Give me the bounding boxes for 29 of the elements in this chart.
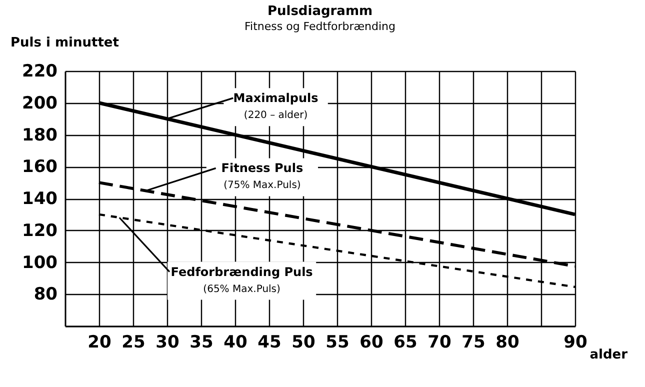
chart-subtitle: Fitness og Fedtforbrænding xyxy=(244,20,396,33)
x-tick-label: 45 xyxy=(258,332,282,352)
x-tick-label: 40 xyxy=(224,332,248,352)
y-tick-label: 160 xyxy=(22,157,58,178)
x-axis-title: alder xyxy=(590,348,628,362)
x-tick-label: 35 xyxy=(190,332,214,352)
y-tick-label: 80 xyxy=(34,284,58,305)
x-tick-label: 65 xyxy=(394,332,418,352)
x-tick-label: 80 xyxy=(496,332,520,352)
x-tick-label: 25 xyxy=(122,332,146,352)
annotation: Maximalpuls (220 – alder) xyxy=(233,91,318,122)
y-tick-label: 140 xyxy=(22,189,58,209)
y-tick-label: 100 xyxy=(22,252,58,273)
x-tick-label: 50 xyxy=(292,332,316,352)
y-tick-label: 120 xyxy=(22,220,58,241)
y-axis-title: Puls i minuttet xyxy=(10,36,119,50)
x-tick-label: 90 xyxy=(564,332,588,352)
x-tick-label: 30 xyxy=(156,332,180,352)
annotation: Fedforbrænding Puls (65% Max.Puls) xyxy=(170,264,313,295)
x-tick-label: 20 xyxy=(88,332,112,352)
y-tick-label: 180 xyxy=(22,125,58,146)
x-tick-label: 70 xyxy=(428,332,452,352)
chart-title: Pulsdiagramm xyxy=(267,4,373,19)
x-tick-label: 55 xyxy=(326,332,350,352)
annotation: Fitness Puls (75% Max.Puls) xyxy=(221,161,304,192)
y-tick-label: 200 xyxy=(22,93,58,114)
y-tick-label: 220 xyxy=(22,62,58,82)
x-tick-label: 75 xyxy=(462,332,486,352)
x-tick-label: 60 xyxy=(360,332,384,352)
